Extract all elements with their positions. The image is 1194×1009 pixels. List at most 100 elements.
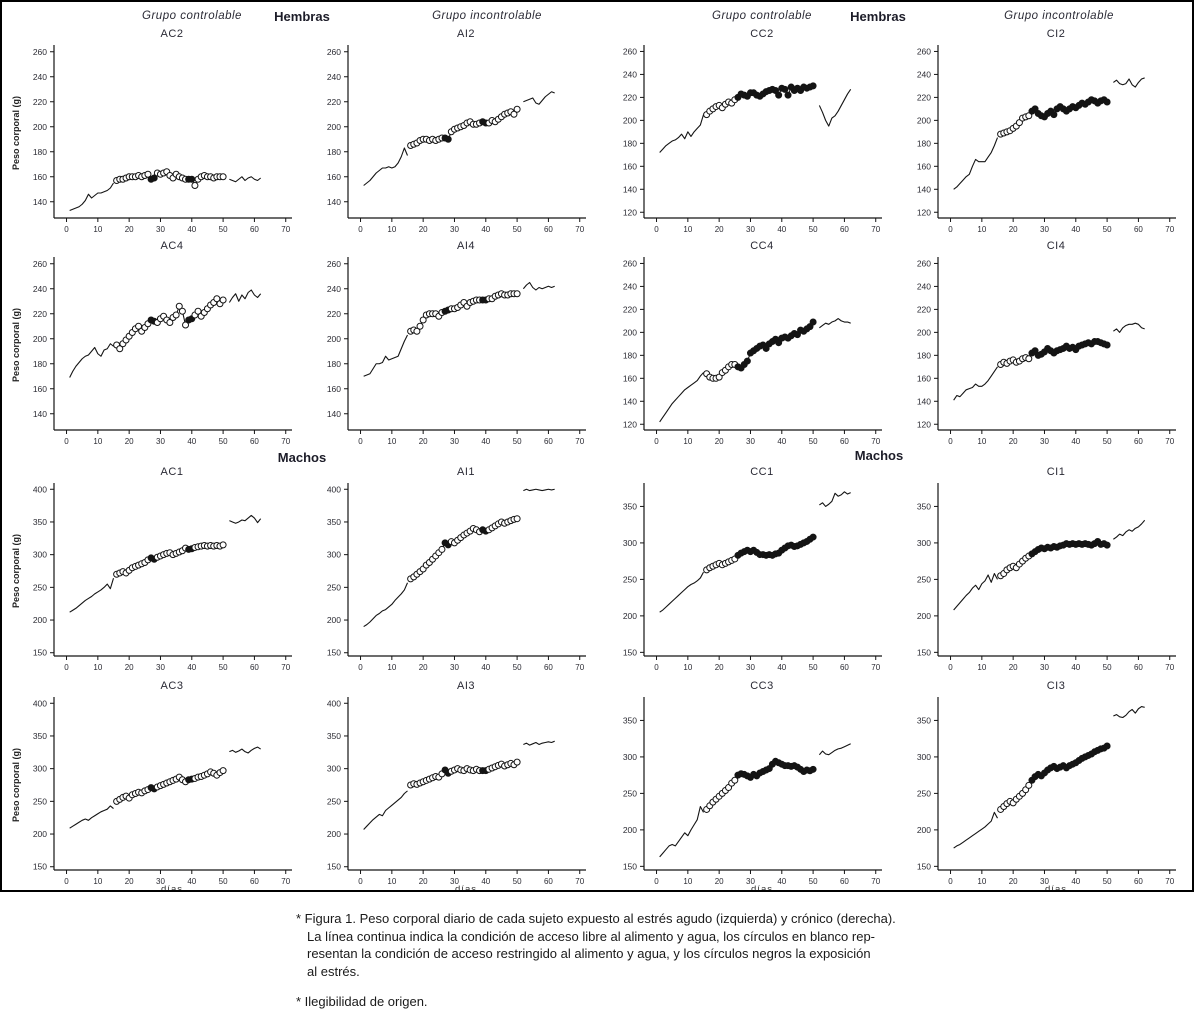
- svg-text:70: 70: [281, 225, 290, 234]
- svg-text:50: 50: [219, 663, 228, 672]
- svg-text:60: 60: [544, 877, 553, 886]
- svg-text:10: 10: [387, 663, 396, 672]
- svg-text:140: 140: [33, 409, 47, 419]
- svg-text:350: 350: [33, 517, 47, 527]
- plot-cc3: 150 200 250 300 350 0 10 20 30 40 50 60 70: [598, 694, 890, 886]
- svg-text:60: 60: [1134, 225, 1143, 234]
- svg-text:20: 20: [419, 663, 428, 672]
- svg-text:150: 150: [327, 648, 341, 658]
- plot-ai3: 150 200 250 300 350 400 0 10 20 30 40 50 60 70: [302, 694, 594, 886]
- svg-text:140: 140: [623, 184, 637, 194]
- plot-ac1: 150 200 250 300 350 400 0 10 20 30 40 50 60 70 Peso co…: [8, 480, 300, 672]
- subplot-title-ci4: CI4: [1046, 240, 1066, 252]
- svg-text:350: 350: [917, 715, 931, 725]
- svg-text:250: 250: [917, 788, 931, 798]
- svg-text:180: 180: [327, 147, 341, 157]
- subplot-cell-ac3: AC3 150 200 250 300 350 400 0 10 20 30 40 50 60 70 Peso…: [8, 680, 300, 892]
- subplot-title-ai1: AI1: [456, 466, 475, 478]
- subplot-cell-ai1: AI1 150 200 250 300 350 400 0 10 20 30 40 50 60 70: [302, 466, 594, 672]
- svg-text:220: 220: [327, 97, 341, 107]
- svg-text:40: 40: [777, 437, 786, 446]
- svg-text:20: 20: [419, 225, 428, 234]
- svg-text:200: 200: [33, 829, 47, 839]
- svg-text:60: 60: [840, 877, 849, 886]
- svg-text:70: 70: [871, 877, 880, 886]
- group-title-controlable-left: Grupo controlable: [142, 10, 242, 22]
- subplot-cell-ac4: AC4 140 160 180 200 220 240 260 0 10 20 30 40 50 60 70 P…: [8, 240, 300, 446]
- svg-text:200: 200: [623, 327, 637, 337]
- svg-text:70: 70: [575, 437, 584, 446]
- svg-text:70: 70: [871, 437, 880, 446]
- svg-text:0: 0: [358, 225, 363, 234]
- svg-text:60: 60: [1134, 663, 1143, 672]
- svg-text:220: 220: [917, 304, 931, 314]
- svg-text:120: 120: [623, 207, 637, 217]
- svg-text:150: 150: [623, 647, 637, 657]
- svg-text:50: 50: [513, 225, 522, 234]
- subplot-cell-cc2: CC2 120 140 160 180 200 220 240 260 0 10 20 30 40 50 60…: [598, 28, 890, 234]
- plot-ci4: 120 140 160 180 200 220 240 260 0 10 20 30 40 50 60 70: [892, 254, 1184, 446]
- svg-text:0: 0: [654, 437, 659, 446]
- subplot-title-cc2: CC2: [750, 28, 774, 40]
- svg-text:70: 70: [1165, 225, 1174, 234]
- svg-text:350: 350: [33, 731, 47, 741]
- svg-text:10: 10: [977, 437, 986, 446]
- section-header-hembras-right: Hembras: [850, 9, 906, 24]
- x-axis-label: días: [161, 884, 183, 892]
- subplot-cell-ac1: AC1 150 200 250 300 350 400 0 10 20 30 40 50 60 70 Peso…: [8, 466, 300, 672]
- svg-text:250: 250: [917, 574, 931, 584]
- svg-text:160: 160: [327, 384, 341, 394]
- svg-text:40: 40: [187, 663, 196, 672]
- svg-text:70: 70: [281, 877, 290, 886]
- svg-text:350: 350: [327, 731, 341, 741]
- caption-line: * Figura 1. Peso corporal diario de cada…: [296, 911, 896, 926]
- svg-text:350: 350: [623, 715, 637, 725]
- svg-text:0: 0: [64, 437, 69, 446]
- svg-text:Peso corporal (g): Peso corporal (g): [11, 96, 21, 170]
- svg-text:Peso corporal (g): Peso corporal (g): [11, 308, 21, 382]
- svg-text:40: 40: [1071, 663, 1080, 672]
- svg-text:50: 50: [1103, 225, 1112, 234]
- svg-text:50: 50: [1103, 663, 1112, 672]
- svg-text:400: 400: [327, 698, 341, 708]
- svg-text:30: 30: [1040, 877, 1049, 886]
- svg-text:40: 40: [777, 225, 786, 234]
- svg-text:40: 40: [777, 877, 786, 886]
- svg-text:260: 260: [623, 258, 637, 268]
- plot-canvas: 140 160 180 200 220 240 260 0 10 20 30 40 50 60 70 Peso…: [11, 257, 292, 446]
- caption-line: al estrés.: [307, 963, 360, 979]
- caption-line: La línea continua indica la condición de…: [307, 928, 876, 944]
- subplot-title-ci1: CI1: [1046, 466, 1066, 478]
- svg-text:10: 10: [683, 437, 692, 446]
- plot-ac3: 150 200 250 300 350 400 0 10 20 30 40 50 60 70 Peso co…: [8, 694, 300, 886]
- x-axis-label: días: [455, 884, 477, 892]
- svg-text:160: 160: [623, 161, 637, 171]
- svg-text:0: 0: [654, 877, 659, 886]
- svg-text:20: 20: [125, 663, 134, 672]
- svg-text:160: 160: [33, 172, 47, 182]
- svg-text:260: 260: [33, 259, 47, 269]
- svg-text:350: 350: [623, 501, 637, 511]
- svg-text:240: 240: [917, 69, 931, 79]
- subplot-title-ci2: CI2: [1046, 28, 1066, 40]
- svg-text:260: 260: [623, 46, 637, 56]
- svg-text:120: 120: [623, 419, 637, 429]
- plot-canvas: 150 200 250 300 350 400 0 10 20 30 40 50 60 70: [327, 483, 586, 672]
- svg-text:220: 220: [33, 97, 47, 107]
- subplot-cell-ai4: AI4 140 160 180 200 220 240 260 0 10 20 30 40 50 60 70: [302, 240, 594, 446]
- plot-canvas: 140 160 180 200 220 240 260 0 10 20 30 40 50 60 70: [327, 257, 586, 446]
- svg-text:150: 150: [917, 861, 931, 871]
- svg-text:180: 180: [327, 359, 341, 369]
- svg-text:50: 50: [809, 225, 818, 234]
- svg-text:200: 200: [327, 334, 341, 344]
- svg-text:60: 60: [544, 663, 553, 672]
- svg-text:30: 30: [746, 437, 755, 446]
- svg-text:10: 10: [93, 437, 102, 446]
- svg-text:200: 200: [327, 829, 341, 839]
- subplot-title-ai2: AI2: [456, 28, 475, 40]
- svg-text:180: 180: [623, 138, 637, 148]
- svg-text:200: 200: [33, 615, 47, 625]
- svg-text:10: 10: [977, 225, 986, 234]
- svg-text:40: 40: [481, 663, 490, 672]
- plot-ci3: 150 200 250 300 350 0 10 20 30 40 50 60 70: [892, 694, 1184, 886]
